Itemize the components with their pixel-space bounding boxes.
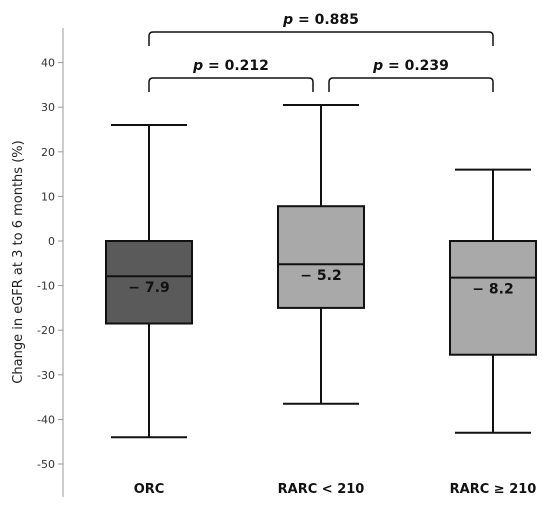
median-label: − 8.2 <box>472 282 513 298</box>
p-value-label: p = 0.212 <box>192 58 269 74</box>
bracket-line <box>148 77 314 92</box>
category-label: RARC < 210 <box>278 482 365 497</box>
bracket-line <box>328 77 494 92</box>
y-tick-label: 20 <box>41 146 55 159</box>
median-label: − 7.9 <box>128 280 169 296</box>
iqr-box <box>105 240 193 325</box>
y-tick-label: -10 <box>37 280 55 293</box>
p-value-label: p = 0.239 <box>372 58 449 74</box>
comparison-brackets: p = 0.885 p = 0.212 p = 0.239 <box>148 12 494 92</box>
y-tick-label: -50 <box>37 458 55 471</box>
category-labels: ORC RARC < 210 RARC ≥ 210 <box>134 482 537 497</box>
p-value-label: p = 0.885 <box>282 12 359 28</box>
y-tick-label: -20 <box>37 324 55 337</box>
y-tick-label: -30 <box>37 369 55 382</box>
y-axis: 40 30 20 10 0 -10 -20 -30 -40 -50 <box>37 28 64 497</box>
iqr-box <box>277 205 365 309</box>
box-0: − 7.9 <box>105 124 193 439</box>
y-axis-label: Change in eGFR at 3 to 6 months (%) <box>11 140 26 383</box>
comparison-1-2: p = 0.239 <box>328 58 494 92</box>
y-tick-label: 0 <box>48 235 55 248</box>
comparison-0-1: p = 0.212 <box>148 58 314 92</box>
category-label: ORC <box>134 482 165 497</box>
box-2: − 8.2 <box>449 168 537 434</box>
y-tick-label: 40 <box>41 57 55 70</box>
boxes-layer: − 7.9 − 5.2 − 8.2 <box>105 103 537 439</box>
y-tick-label: 30 <box>41 101 55 114</box>
median-label: − 5.2 <box>300 268 341 284</box>
y-tick-label: 10 <box>41 190 55 203</box>
bracket-line <box>148 31 494 46</box>
box-1: − 5.2 <box>277 103 365 405</box>
y-tick-label: -40 <box>37 413 55 426</box>
comparison-0-2: p = 0.885 <box>148 12 494 46</box>
iqr-box <box>449 240 537 356</box>
category-label: RARC ≥ 210 <box>450 482 537 497</box>
